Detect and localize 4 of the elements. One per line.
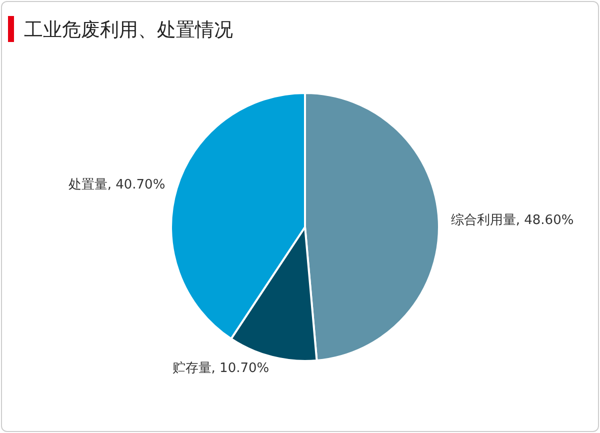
slice-label: 贮存量, 10.70% — [172, 360, 270, 376]
chart-title: 工业危废利用、处置情况 — [24, 18, 233, 43]
slice-label: 综合利用量, 48.60% — [450, 212, 574, 228]
slice-label: 处置量, 40.70% — [68, 177, 166, 192]
